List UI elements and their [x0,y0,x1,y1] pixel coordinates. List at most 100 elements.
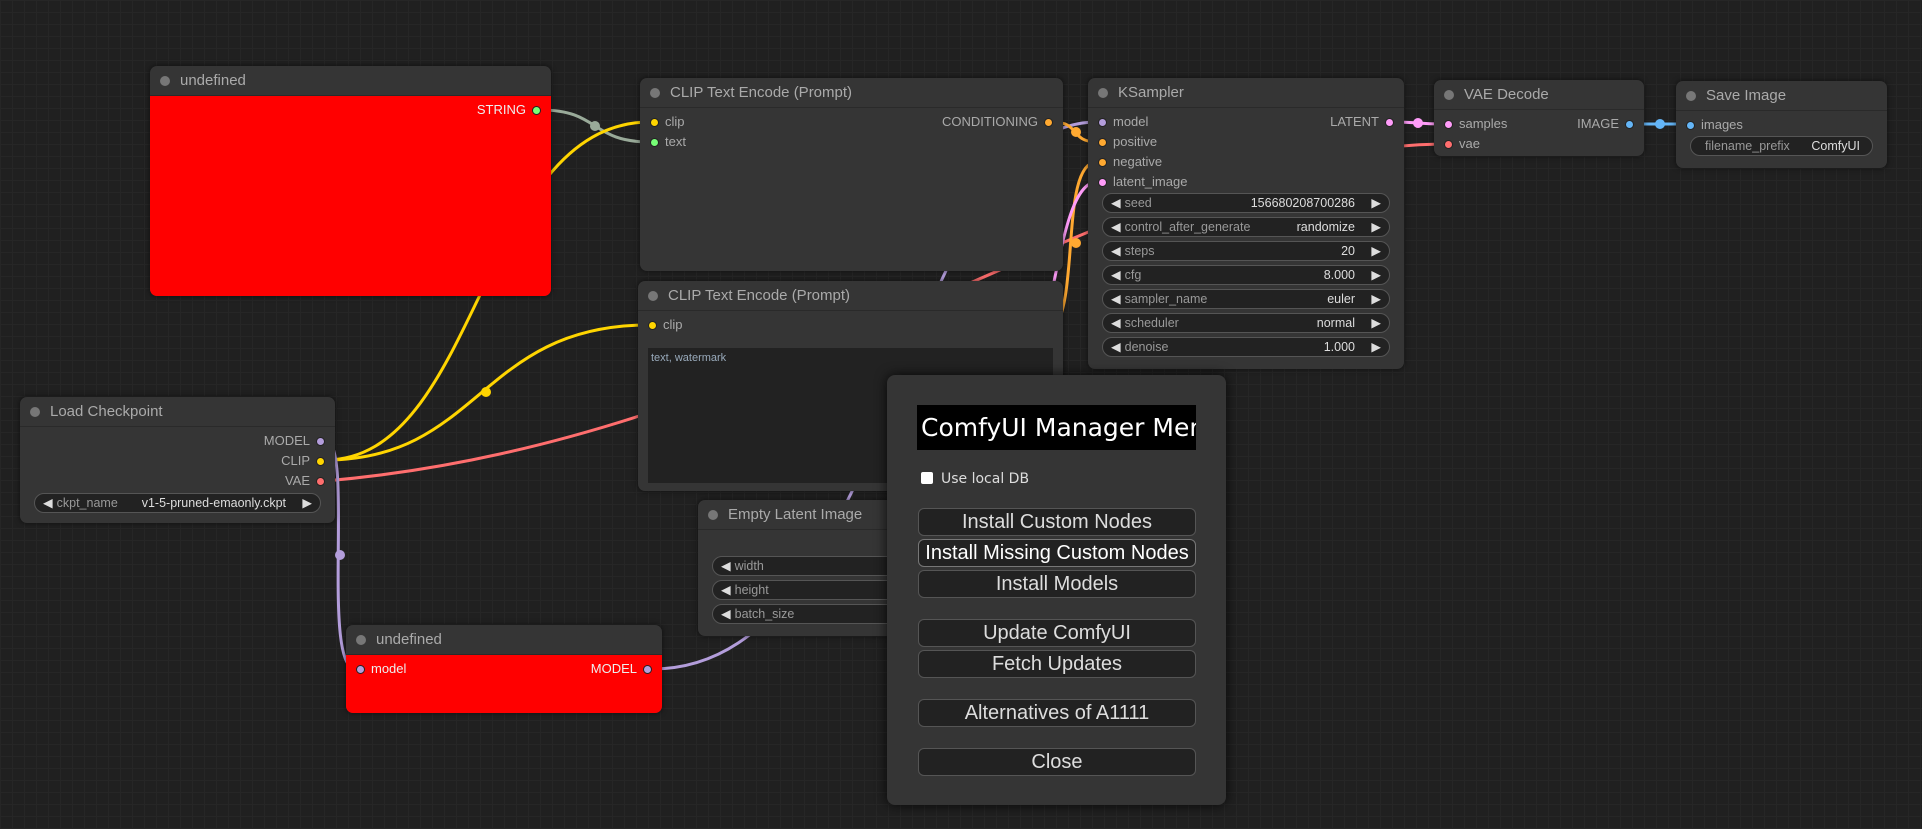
slot-dot[interactable] [650,118,659,128]
arrow-right-icon[interactable]: ▶ [1371,268,1381,282]
node-title[interactable]: VAE Decode [1434,80,1644,110]
arrow-right-icon[interactable]: ▶ [1371,196,1381,210]
output-model[interactable]: MODEL [264,431,331,451]
output-string[interactable]: STRING [477,100,547,120]
slot-dot[interactable] [643,665,652,675]
node-undefined-string[interactable]: undefined STRING [150,66,551,296]
slot-dot[interactable] [648,321,657,331]
widget-width[interactable]: ◀ width [712,556,934,576]
slot-dot[interactable] [650,138,659,148]
install-missing-custom-nodes-button[interactable]: Install Missing Custom Nodes [918,539,1196,567]
input-label: model [371,661,407,676]
slot-dot[interactable] [1385,118,1394,128]
input-vae[interactable]: vae [1438,134,1480,154]
arrow-right-icon[interactable]: ▶ [1371,340,1381,354]
node-vae-decode[interactable]: VAE Decode samples vae IMAGE [1434,80,1644,156]
output-model[interactable]: MODEL [591,659,658,679]
node-undefined-model[interactable]: undefined model MODEL [346,625,662,713]
checkbox-icon[interactable] [921,472,933,484]
node-save-image[interactable]: Save Image images filename_prefix ComfyUI [1676,81,1887,168]
input-label: negative [1113,154,1163,169]
alternatives-of-a1111-button[interactable]: Alternatives of A1111 [918,699,1196,727]
slot-dot[interactable] [1044,118,1053,128]
slot-dot[interactable] [316,457,325,467]
output-conditioning[interactable]: CONDITIONING [942,112,1059,132]
node-title[interactable]: CLIP Text Encode (Prompt) [638,281,1063,311]
input-label: samples [1459,116,1508,131]
comfyui-manager-menu: ComfyUI Manager Menu Use local DB Instal… [887,375,1226,805]
widget-steps[interactable]: ◀ steps 20 ▶ [1102,241,1390,261]
slot-dot[interactable] [1444,140,1453,150]
input-model[interactable]: model [350,659,406,679]
use-local-db-checkbox[interactable]: Use local DB [921,471,1029,487]
node-title[interactable]: CLIP Text Encode (Prompt) [640,78,1063,108]
node-title[interactable]: undefined [346,625,662,655]
slot-dot[interactable] [316,437,325,447]
arrow-left-icon[interactable]: ◀ [721,583,731,597]
arrow-left-icon[interactable]: ◀ [1111,340,1121,354]
widget-batch-size[interactable]: ◀ batch_size [712,604,934,624]
output-clip[interactable]: CLIP [281,451,331,471]
input-samples[interactable]: samples [1438,114,1507,134]
arrow-left-icon[interactable]: ◀ [1111,316,1121,330]
fetch-updates-button[interactable]: Fetch Updates [918,650,1196,678]
arrow-left-icon[interactable]: ◀ [721,607,731,621]
output-latent[interactable]: LATENT [1330,112,1400,132]
slot-dot[interactable] [1098,178,1107,188]
node-title[interactable]: Load Checkpoint [20,397,335,427]
arrow-left-icon[interactable]: ◀ [721,559,731,573]
node-ksampler[interactable]: KSampler model positive negative latent_… [1088,78,1404,369]
install-models-button[interactable]: Install Models [918,570,1196,598]
widget-control-after-generate[interactable]: ◀ control_after_generate randomize ▶ [1102,217,1390,237]
slot-dot[interactable] [316,477,325,487]
arrow-right-icon[interactable]: ▶ [302,496,312,510]
input-clip[interactable]: clip [644,112,685,132]
node-title[interactable]: Save Image [1676,81,1887,111]
arrow-left-icon[interactable]: ◀ [1111,292,1121,306]
input-negative[interactable]: negative [1092,152,1162,172]
widget-value: ComfyUI [1811,139,1860,153]
slot-dot[interactable] [356,665,365,675]
slot-dot[interactable] [1625,120,1634,130]
slot-dot[interactable] [532,106,541,116]
widget-filename-prefix[interactable]: filename_prefix ComfyUI [1690,136,1873,156]
node-title[interactable]: KSampler [1088,78,1404,108]
arrow-right-icon[interactable]: ▶ [1371,220,1381,234]
widget-sampler-name[interactable]: ◀ sampler_name euler ▶ [1102,289,1390,309]
widget-denoise[interactable]: ◀ denoise 1.000 ▶ [1102,337,1390,357]
output-image[interactable]: IMAGE [1577,114,1640,134]
arrow-right-icon[interactable]: ▶ [1371,316,1381,330]
install-custom-nodes-button[interactable]: Install Custom Nodes [918,508,1196,536]
input-positive[interactable]: positive [1092,132,1157,152]
slot-dot[interactable] [1098,118,1107,128]
node-clip-text-encode-positive[interactable]: CLIP Text Encode (Prompt) clip text COND… [640,78,1063,271]
widget-height[interactable]: ◀ height [712,580,934,600]
input-images[interactable]: images [1680,115,1743,135]
input-text[interactable]: text [644,132,686,152]
slot-dot[interactable] [1098,138,1107,148]
slot-dot[interactable] [1444,120,1453,130]
arrow-left-icon[interactable]: ◀ [1111,268,1121,282]
slot-dot[interactable] [1098,158,1107,168]
arrow-left-icon[interactable]: ◀ [1111,220,1121,234]
arrow-left-icon[interactable]: ◀ [1111,196,1121,210]
input-model[interactable]: model [1092,112,1148,132]
widget-label: height [734,583,769,597]
node-title[interactable]: Empty Latent Image [698,500,948,530]
slot-dot[interactable] [1686,121,1695,131]
arrow-right-icon[interactable]: ▶ [1371,244,1381,258]
node-title[interactable]: undefined [150,66,551,96]
arrow-left-icon[interactable]: ◀ [1111,244,1121,258]
widget-ckpt-name[interactable]: ◀ ckpt_name v1-5-pruned-emaonly.ckpt ▶ [34,493,321,513]
update-comfyui-button[interactable]: Update ComfyUI [918,619,1196,647]
close-button[interactable]: Close [918,748,1196,776]
input-clip[interactable]: clip [642,315,683,335]
widget-scheduler[interactable]: ◀ scheduler normal ▶ [1102,313,1390,333]
arrow-left-icon[interactable]: ◀ [43,496,53,510]
widget-cfg[interactable]: ◀ cfg 8.000 ▶ [1102,265,1390,285]
output-vae[interactable]: VAE [285,471,331,491]
node-load-checkpoint[interactable]: Load Checkpoint MODEL CLIP VAE ◀ ckpt_nam… [20,397,335,523]
input-latent-image[interactable]: latent_image [1092,172,1187,192]
arrow-right-icon[interactable]: ▶ [1371,292,1381,306]
widget-seed[interactable]: ◀ seed 156680208700286 ▶ [1102,193,1390,213]
